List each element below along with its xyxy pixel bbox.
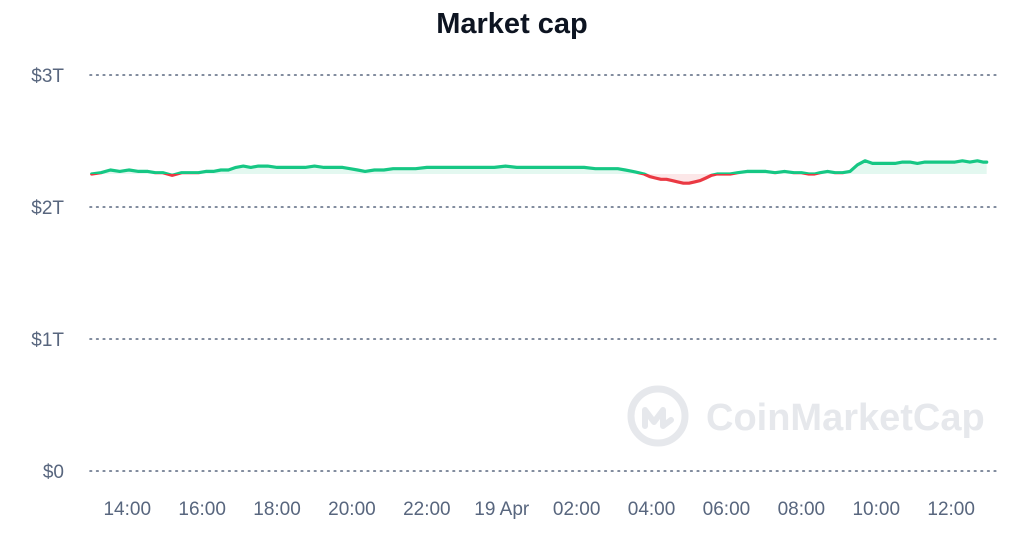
x-tick-label: 22:00 — [403, 499, 451, 520]
x-tick-label: 08:00 — [778, 499, 826, 520]
x-tick-label: 14:00 — [103, 499, 151, 520]
x-tick-label: 12:00 — [927, 499, 975, 520]
y-tick-label: $2T — [31, 198, 64, 219]
gridlines — [89, 74, 999, 472]
area-above-baseline — [91, 160, 987, 174]
x-tick-label: 02:00 — [553, 499, 601, 520]
x-tick-label: 10:00 — [852, 499, 900, 520]
line-above-baseline — [90, 159, 989, 174]
x-tick-label: 18:00 — [253, 499, 301, 520]
chart-title: Market cap — [436, 8, 588, 40]
coinmarketcap-logo-icon — [627, 385, 689, 447]
y-axis-ticks: $0 $1T $2T $3T — [31, 66, 64, 483]
watermark-text: CoinMarketCap — [706, 397, 985, 439]
x-tick-label: 04:00 — [628, 499, 676, 520]
y-tick-label: $0 — [43, 462, 64, 483]
y-tick-label: $1T — [31, 330, 64, 351]
x-tick-label: 19 Apr — [474, 499, 530, 520]
watermark: CoinMarketCap — [627, 385, 985, 447]
x-tick-label: 16:00 — [178, 499, 226, 520]
x-tick-label: 06:00 — [703, 499, 751, 520]
market-cap-series — [90, 159, 989, 185]
x-tick-label: 20:00 — [328, 499, 376, 520]
x-axis-ticks: 14:00 16:00 18:00 20:00 22:00 19 Apr 02:00 04:0… — [103, 499, 974, 520]
y-tick-label: $3T — [31, 66, 64, 87]
